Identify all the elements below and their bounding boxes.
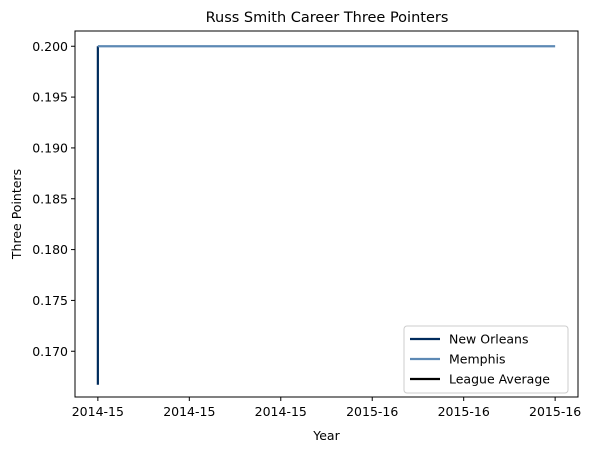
legend: New Orleans Memphis League Average <box>403 325 569 394</box>
x-axis-label: Year <box>312 428 340 443</box>
x-tick-label: 2015-16 <box>346 404 398 419</box>
y-tick-label: 0.190 <box>32 140 68 155</box>
x-tick-label: 2015-16 <box>529 404 581 419</box>
x-tick-label: 2015-16 <box>438 404 490 419</box>
x-tick-label: 2014-15 <box>255 404 307 419</box>
plot-area <box>96 45 556 385</box>
legend-label: League Average <box>449 372 550 387</box>
legend-label: New Orleans <box>449 332 528 347</box>
legend-box <box>403 325 569 394</box>
chart-title: Russ Smith Career Three Pointers <box>206 10 449 26</box>
axis-ticks: 0.170 0.175 0.180 0.185 0.190 0.195 0.200 2014-… <box>32 39 581 419</box>
y-tick-label: 0.200 <box>32 39 68 54</box>
x-tick-label: 2014-15 <box>72 404 124 419</box>
y-tick-label: 0.175 <box>32 293 68 308</box>
legend-label: Memphis <box>449 352 506 367</box>
plot-frame <box>74 30 579 398</box>
y-axis-label: Three Pointers <box>9 169 24 260</box>
y-tick-label: 0.170 <box>32 344 68 359</box>
x-tick-label: 2014-15 <box>163 404 215 419</box>
y-tick-label: 0.180 <box>32 242 68 257</box>
y-tick-label: 0.185 <box>32 191 68 206</box>
y-tick-label: 0.195 <box>32 90 68 105</box>
